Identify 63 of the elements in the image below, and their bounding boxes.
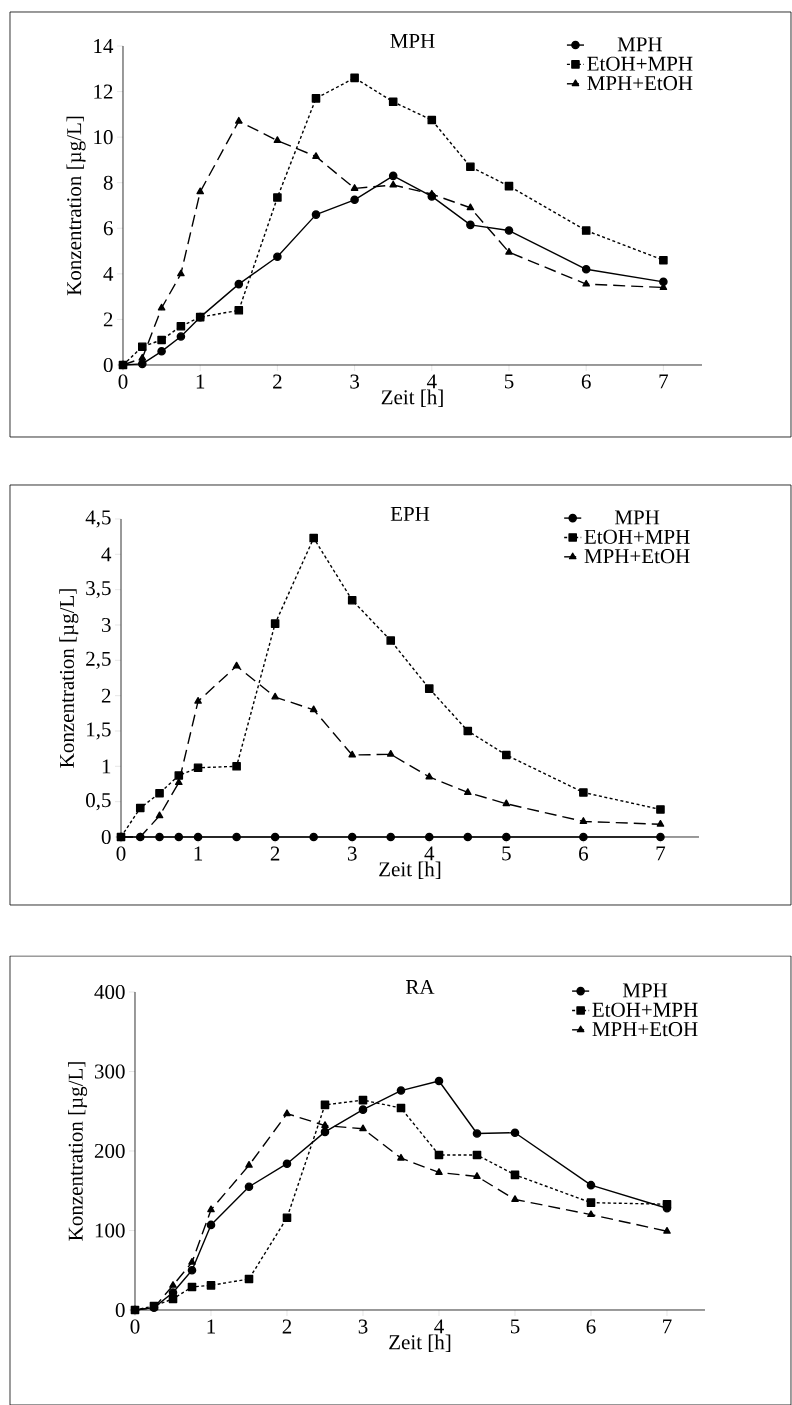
- x-tick-label: 6: [579, 846, 589, 861]
- x-tick-label: 7: [663, 1319, 672, 1334]
- y-axis-title: Konzentration [µg/L]: [66, 116, 86, 296]
- x-tick-label: 7: [659, 374, 669, 389]
- x-tick-label: 1: [207, 1319, 215, 1334]
- legend-label: EtOH+MPH: [584, 529, 690, 544]
- chart-title: EPH: [390, 506, 430, 521]
- y-axis-title: Konzentration [µg/L]: [68, 1062, 88, 1241]
- x-tick-label: 7: [656, 846, 666, 861]
- y-axis-title: Konzentration [µg/L]: [59, 589, 79, 768]
- x-tick-label: 2: [273, 374, 282, 389]
- x-tick-label: 3: [350, 374, 360, 389]
- chart-title: RA: [406, 979, 435, 994]
- y-tick-label: 3,5: [86, 581, 111, 599]
- y-tick-label: 0,5: [86, 793, 111, 811]
- y-tick-label: 0: [103, 357, 113, 373]
- x-axis-title: Zeit [h]: [389, 1334, 451, 1352]
- legend-label: MPH+EtOH: [592, 1022, 698, 1037]
- y-tick-label: 100: [95, 1223, 125, 1238]
- y-tick-label: 1: [102, 759, 111, 774]
- y-tick-label: 4: [101, 547, 112, 562]
- y-tick-label: 0: [115, 1302, 125, 1318]
- y-tick-label: 300: [94, 1064, 125, 1079]
- y-tick-label: 10: [94, 130, 113, 145]
- chart-title: MPH: [390, 33, 435, 48]
- legend-label: MPH+EtOH: [587, 76, 693, 91]
- x-tick-label: 5: [504, 374, 514, 389]
- y-tick-label: 14: [94, 39, 114, 53]
- y-tick-label: 1,5: [87, 722, 111, 740]
- y-tick-label: 12: [94, 84, 113, 99]
- x-tick-label: 3: [347, 846, 357, 861]
- legend-label: MPH+EtOH: [584, 549, 690, 564]
- y-tick-label: 6: [103, 221, 113, 236]
- legend-label: EtOH+MPH: [587, 56, 693, 71]
- x-tick-label: 0: [130, 1319, 140, 1334]
- y-tick-label: 3: [101, 617, 111, 633]
- y-tick-label: 2: [101, 688, 111, 703]
- y-tick-label: 4: [103, 266, 114, 281]
- x-tick-label: 4: [426, 374, 437, 389]
- x-tick-label: 3: [358, 1319, 368, 1334]
- y-tick-label: 400: [94, 984, 125, 1000]
- y-tick-label: 4,5: [85, 510, 111, 528]
- x-tick-label: 6: [581, 374, 591, 389]
- x-tick-label: 2: [270, 846, 280, 861]
- y-tick-label: 8: [103, 175, 113, 190]
- x-axis-title: Zeit [h]: [381, 389, 443, 407]
- y-tick-label: 2: [103, 312, 113, 327]
- x-tick-label: 5: [502, 846, 511, 861]
- legend-label: MPH: [622, 983, 668, 998]
- legend-label: EtOH+MPH: [592, 1002, 698, 1017]
- y-tick-label: 200: [94, 1143, 125, 1159]
- x-tick-label: 5: [510, 1319, 520, 1334]
- x-tick-label: 4: [434, 1319, 444, 1334]
- x-tick-label: 2: [282, 1319, 292, 1334]
- x-tick-label: 1: [196, 374, 205, 389]
- x-tick-label: 1: [194, 846, 203, 861]
- x-tick-label: 4: [424, 846, 435, 861]
- x-axis-title: Zeit [h]: [379, 861, 441, 879]
- legend-label: MPH: [614, 510, 660, 525]
- legend-label: MPH: [617, 37, 663, 52]
- x-tick-label: 6: [586, 1319, 596, 1334]
- y-tick-label: 2,5: [86, 651, 111, 669]
- y-tick-label: 0: [101, 829, 111, 845]
